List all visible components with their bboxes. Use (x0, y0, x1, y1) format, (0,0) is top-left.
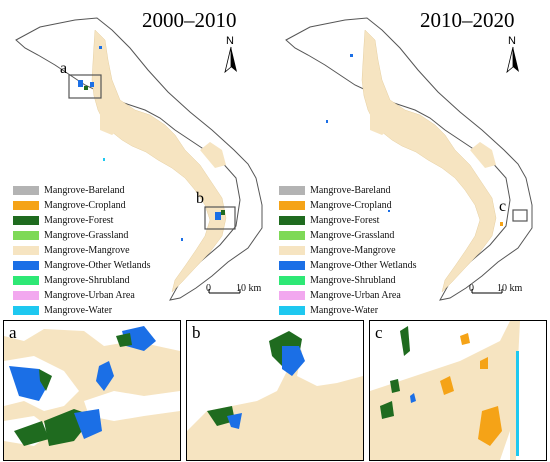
legend-item: Mangrove-Water (279, 303, 416, 318)
legend-swatch (279, 291, 305, 300)
legend-item: Mangrove-Mangrove (13, 243, 150, 258)
legend-swatch (13, 201, 39, 210)
scale-km-label: 10 km (236, 283, 262, 294)
legend-swatch (279, 276, 305, 285)
legend-item: Mangrove-Cropland (279, 198, 416, 213)
legend-item: Mangrove-Mangrove (279, 243, 416, 258)
inset-map (187, 321, 363, 460)
legend-swatch (13, 261, 39, 270)
map-panel-2010-2020: 2010–2020 N c 0 10 km Mangrove-Bareland … (270, 0, 550, 316)
legend-swatch (279, 306, 305, 315)
legend-swatch (279, 216, 305, 225)
scale-zero-label: 0 (469, 283, 474, 294)
legend-item: Mangrove-Forest (13, 213, 150, 228)
legend-swatch (279, 186, 305, 195)
inset-panel-c: c (369, 320, 547, 461)
map-panel-2000-2010: 2000–2010 N a b 0 10 km Mangrove-Barelan… (13, 8, 263, 316)
legend-item: Mangrove-Urban Area (13, 288, 150, 303)
scale-zero-label: 0 (206, 283, 211, 294)
inset-label: c (375, 323, 383, 342)
legend-swatch (13, 306, 39, 315)
map-legend: Mangrove-Bareland Mangrove-Cropland Mang… (279, 183, 416, 318)
study-area-map (15, 17, 263, 301)
legend-item: Mangrove-Shrubland (13, 273, 150, 288)
legend-item: Mangrove-Cropland (13, 198, 150, 213)
inset-label: b (192, 323, 201, 342)
north-label: N (226, 35, 234, 47)
scale-km-label: 10 km (497, 283, 523, 294)
legend-swatch (13, 186, 39, 195)
legend-swatch (279, 231, 305, 240)
legend-item: Mangrove-Other Wetlands (13, 258, 150, 273)
inset-marker-c: c (499, 198, 507, 215)
legend-item: Mangrove-Shrubland (279, 273, 416, 288)
legend-item: Mangrove-Bareland (279, 183, 416, 198)
inset-panel-a: a (3, 320, 181, 461)
legend-swatch (13, 246, 39, 255)
inset-marker-a: a (60, 60, 68, 77)
legend-item: Mangrove-Grassland (13, 228, 150, 243)
legend-swatch (13, 231, 39, 240)
legend-swatch (279, 201, 305, 210)
legend-swatch (13, 291, 39, 300)
map-title: 2010–2020 (420, 8, 515, 32)
inset-label: a (9, 323, 17, 342)
legend-item: Mangrove-Other Wetlands (279, 258, 416, 273)
inset-map (370, 321, 546, 460)
inset-panel-b: b (186, 320, 364, 461)
legend-item: Mangrove-Urban Area (279, 288, 416, 303)
map-title: 2000–2010 (142, 8, 237, 32)
legend-item: Mangrove-Forest (279, 213, 416, 228)
legend-swatch (13, 276, 39, 285)
legend-swatch (279, 261, 305, 270)
legend-swatch (13, 216, 39, 225)
legend-item: Mangrove-Grassland (279, 228, 416, 243)
map-legend: Mangrove-Bareland Mangrove-Cropland Mang… (13, 183, 150, 318)
legend-item: Mangrove-Bareland (13, 183, 150, 198)
north-label: N (508, 35, 516, 47)
legend-item: Mangrove-Water (13, 303, 150, 318)
legend-swatch (279, 246, 305, 255)
inset-marker-b: b (196, 190, 204, 207)
study-area-map (285, 17, 533, 301)
inset-map (4, 321, 180, 460)
